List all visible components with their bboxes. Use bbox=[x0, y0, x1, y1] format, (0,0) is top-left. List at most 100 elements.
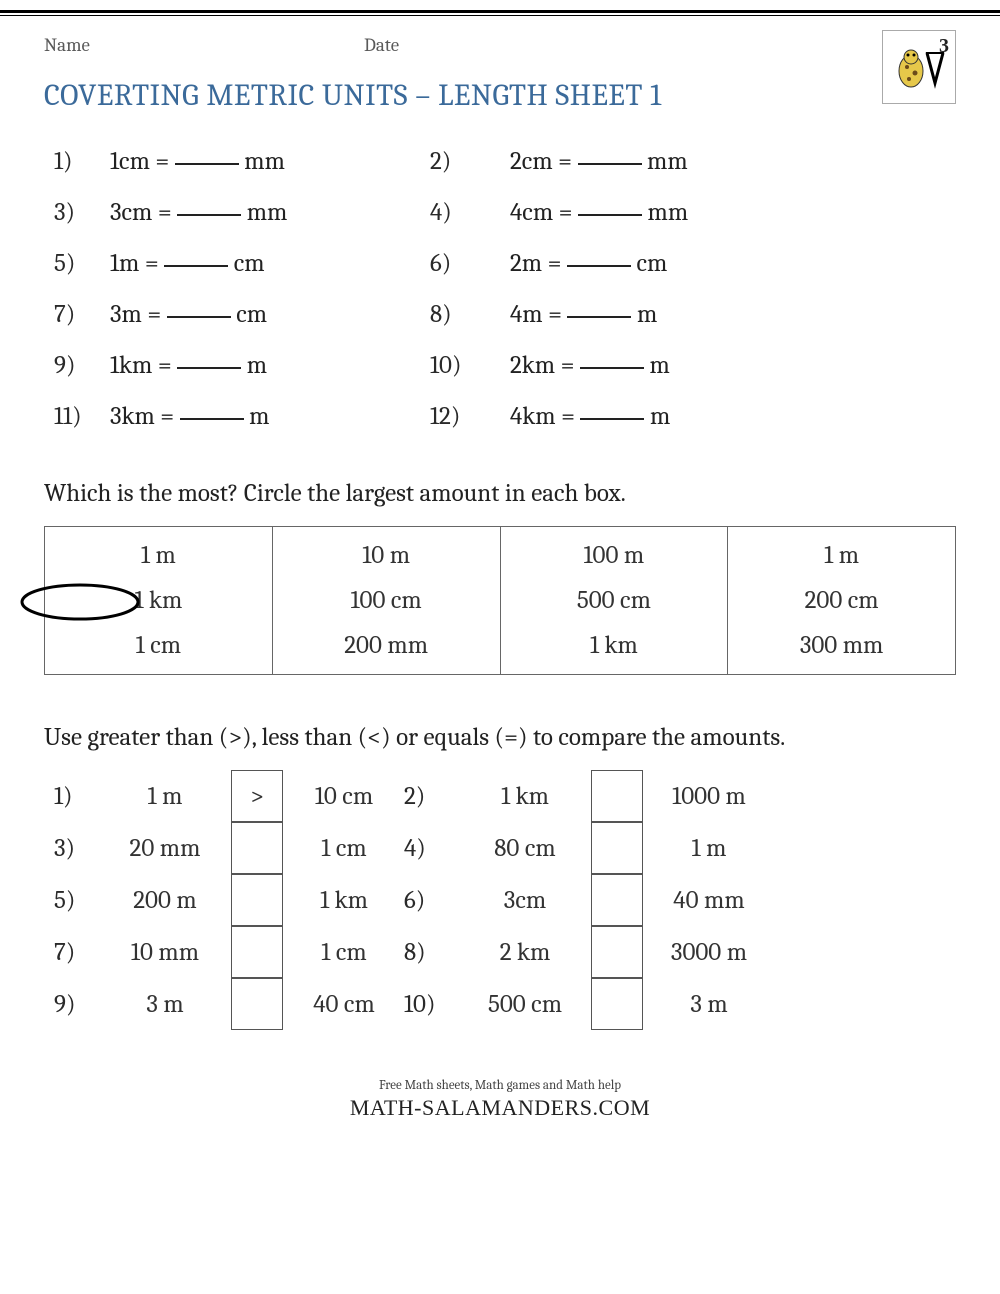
answer-blank[interactable] bbox=[578, 163, 642, 165]
compare-left: 1 km bbox=[460, 782, 590, 811]
compare-right: 1 m bbox=[644, 834, 774, 863]
answer-blank[interactable] bbox=[567, 316, 631, 318]
question-number: 7) bbox=[54, 938, 100, 967]
conversion-expression: 1m = cm bbox=[110, 249, 430, 278]
section2-prompt: Which is the most? Circle the largest am… bbox=[44, 479, 956, 508]
box-col-0: 1 m 1 km 1 cm bbox=[45, 527, 273, 675]
compare-right: 1 cm bbox=[284, 834, 404, 863]
conversion-expression: 1km = m bbox=[110, 351, 430, 380]
header-row: Name Date 3 bbox=[44, 34, 956, 56]
date-label: Date bbox=[364, 34, 399, 56]
compare-right: 3 m bbox=[644, 990, 774, 1019]
answer-blank[interactable] bbox=[567, 265, 631, 267]
question-number: 4) bbox=[430, 198, 510, 227]
compare-left: 500 cm bbox=[460, 990, 590, 1019]
answer-blank[interactable] bbox=[578, 214, 642, 216]
question-number: 1) bbox=[54, 147, 110, 176]
conversion-expression: 4cm = mm bbox=[510, 198, 830, 227]
name-label: Name bbox=[44, 34, 364, 56]
compare-operator-box[interactable] bbox=[231, 822, 283, 874]
box-table: 1 m 1 km 1 cm 10 m 100 cm 200 mm 100 m 500 cm… bbox=[44, 526, 956, 675]
compare-left: 10 mm bbox=[100, 938, 230, 967]
answer-blank[interactable] bbox=[167, 316, 231, 318]
question-number: 2) bbox=[404, 782, 460, 811]
compare-operator-box[interactable] bbox=[591, 770, 643, 822]
compare-operator-box[interactable] bbox=[591, 926, 643, 978]
conversion-expression: 2m = cm bbox=[510, 249, 830, 278]
footer-brand: MATH-SALAMANDERS.COM bbox=[44, 1095, 956, 1121]
compare-left: 200 m bbox=[100, 886, 230, 915]
answer-blank[interactable] bbox=[580, 367, 644, 369]
conversion-expression: 2km = m bbox=[510, 351, 830, 380]
compare-left: 3 m bbox=[100, 990, 230, 1019]
compare-left: 80 cm bbox=[460, 834, 590, 863]
answer-blank[interactable] bbox=[175, 163, 239, 165]
compare-right: 40 cm bbox=[284, 990, 404, 1019]
compare-right: 1 cm bbox=[284, 938, 404, 967]
question-number: 5) bbox=[54, 249, 110, 278]
answer-blank[interactable] bbox=[580, 418, 644, 420]
conversion-expression: 1cm = mm bbox=[110, 147, 430, 176]
compare-left: 1 m bbox=[100, 782, 230, 811]
footer-tagline: Free Math sheets, Math games and Math he… bbox=[44, 1078, 956, 1093]
box-value: 1 m bbox=[45, 541, 272, 570]
compare-operator-box[interactable] bbox=[591, 874, 643, 926]
answer-blank[interactable] bbox=[177, 367, 241, 369]
question-number: 8) bbox=[430, 300, 510, 329]
compare-right: 3000 m bbox=[644, 938, 774, 967]
question-number: 6) bbox=[430, 249, 510, 278]
box-value: 1 cm bbox=[45, 631, 272, 660]
compare-right: 10 cm bbox=[284, 782, 404, 811]
worksheet-page: Name Date 3 COVERTING METRIC UNITS – LEN… bbox=[0, 34, 1000, 1141]
footer: Free Math sheets, Math games and Math he… bbox=[44, 1078, 956, 1121]
question-number: 12) bbox=[430, 402, 510, 431]
answer-blank[interactable] bbox=[177, 214, 241, 216]
compare-operator-box[interactable] bbox=[231, 978, 283, 1030]
compare-operator-box[interactable] bbox=[591, 978, 643, 1030]
box-value: 100 m bbox=[501, 541, 728, 570]
question-number: 4) bbox=[404, 834, 460, 863]
conversion-expression: 2cm = mm bbox=[510, 147, 830, 176]
box-value: 1 km bbox=[501, 631, 728, 660]
compare-right: 1 km bbox=[284, 886, 404, 915]
compare-operator-box[interactable] bbox=[591, 822, 643, 874]
question-number: 11) bbox=[54, 402, 110, 431]
question-number: 2) bbox=[430, 147, 510, 176]
question-number: 10) bbox=[404, 990, 460, 1019]
answer-blank[interactable] bbox=[164, 265, 228, 267]
question-number: 9) bbox=[54, 990, 100, 1019]
box-value: 1 m bbox=[728, 541, 955, 570]
compare-right: 1000 m bbox=[644, 782, 774, 811]
conversion-questions: 1)1cm = mm2)2cm = mm 3)3cm = mm4)4cm = mm… bbox=[54, 147, 956, 431]
question-number: 7) bbox=[54, 300, 110, 329]
box-col-3: 1 m200 cm300 mm bbox=[728, 527, 956, 675]
conversion-expression: 4m = m bbox=[510, 300, 830, 329]
box-value: 500 cm bbox=[501, 586, 728, 615]
compare-left: 20 mm bbox=[100, 834, 230, 863]
question-number: 1) bbox=[54, 782, 100, 811]
question-number: 9) bbox=[54, 351, 110, 380]
question-number: 3) bbox=[54, 834, 100, 863]
box-col-2: 100 m 500 cm 1 km bbox=[500, 527, 728, 675]
compare-right: 40 mm bbox=[644, 886, 774, 915]
conversion-expression: 3km = m bbox=[110, 402, 430, 431]
box-value: 300 mm bbox=[728, 631, 955, 660]
box-value: 100 cm bbox=[273, 586, 500, 615]
conversion-expression: 4km = m bbox=[510, 402, 830, 431]
section3-prompt: Use greater than (>), less than (<) or e… bbox=[44, 723, 956, 752]
compare-operator-box[interactable] bbox=[231, 926, 283, 978]
compare-operator-box[interactable]: > bbox=[231, 770, 283, 822]
answer-blank[interactable] bbox=[180, 418, 244, 420]
conversion-expression: 3cm = mm bbox=[110, 198, 430, 227]
conversion-expression: 3m = cm bbox=[110, 300, 430, 329]
page-title: COVERTING METRIC UNITS – LENGTH SHEET 1 bbox=[44, 78, 956, 113]
compare-operator-box[interactable] bbox=[231, 874, 283, 926]
question-number: 5) bbox=[54, 886, 100, 915]
question-number: 3) bbox=[54, 198, 110, 227]
grade-badge: 3 bbox=[939, 35, 949, 58]
box-col-1: 10 m 100 cm 200 mm bbox=[272, 527, 500, 675]
box-value: 10 m bbox=[273, 541, 500, 570]
question-number: 8) bbox=[404, 938, 460, 967]
box-value: 200 mm bbox=[273, 631, 500, 660]
box-value: 1 km bbox=[45, 586, 272, 615]
